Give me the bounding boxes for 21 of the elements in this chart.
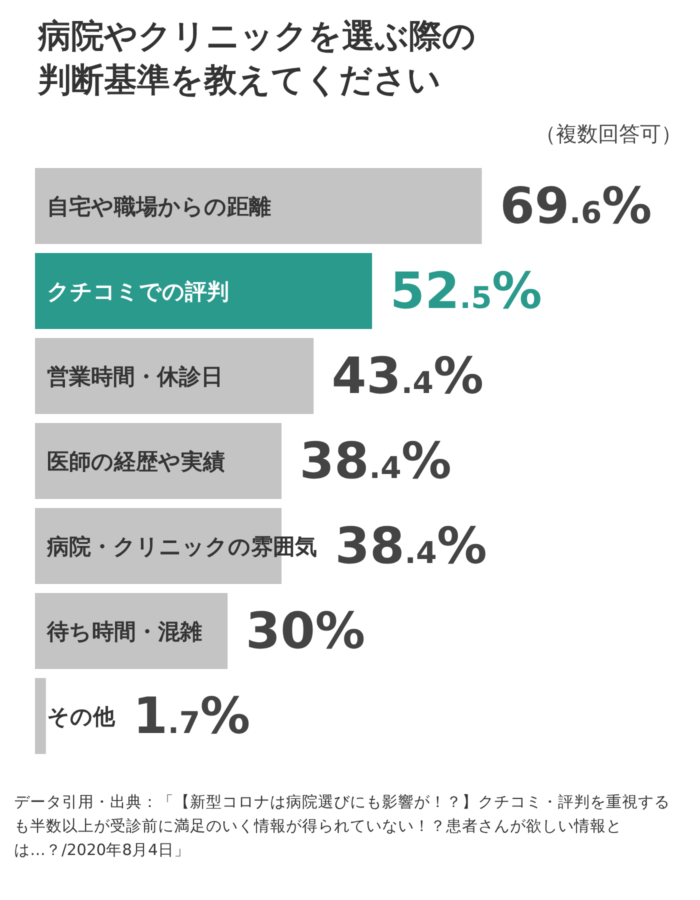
data-label: 52.5% xyxy=(390,262,542,320)
bar xyxy=(35,678,46,754)
y-tick-label: 医師の経歴や実績 xyxy=(47,449,225,475)
bar xyxy=(35,253,372,329)
bar xyxy=(35,338,314,414)
text: データ引用・出典：「【新型コロナは病院選びにも影響が！？】クチコミ・評判を重視するも半数以上が受診前に満足のいく情報が得られていない！？患者さんが欲しい情報とは…？/2020年8月4日」 xyxy=(14,792,671,861)
data-label: 38.4% xyxy=(335,517,487,575)
text: （複数回答可） xyxy=(535,121,682,148)
data-label: 43.4% xyxy=(332,347,484,405)
data-label: 1.7% xyxy=(133,687,250,745)
y-tick-label: クチコミでの評判 xyxy=(47,280,229,305)
data-label: 30% xyxy=(246,602,366,660)
bar xyxy=(35,168,482,244)
y-tick-label: 病院・クリニックの雰囲気 xyxy=(46,535,317,560)
y-tick-label: 自宅や職場からの距離 xyxy=(47,194,271,220)
data-label: 69.6% xyxy=(500,177,652,235)
chart-title: 病院やクリニックを選ぶ際の判断基準を教えてください xyxy=(38,15,477,101)
y-tick-label: その他 xyxy=(47,705,116,730)
y-tick-label: 待ち時間・混雑 xyxy=(46,620,202,645)
y-tick-label: 営業時間・休診日 xyxy=(47,365,223,390)
data-label: 38.4% xyxy=(300,432,452,490)
